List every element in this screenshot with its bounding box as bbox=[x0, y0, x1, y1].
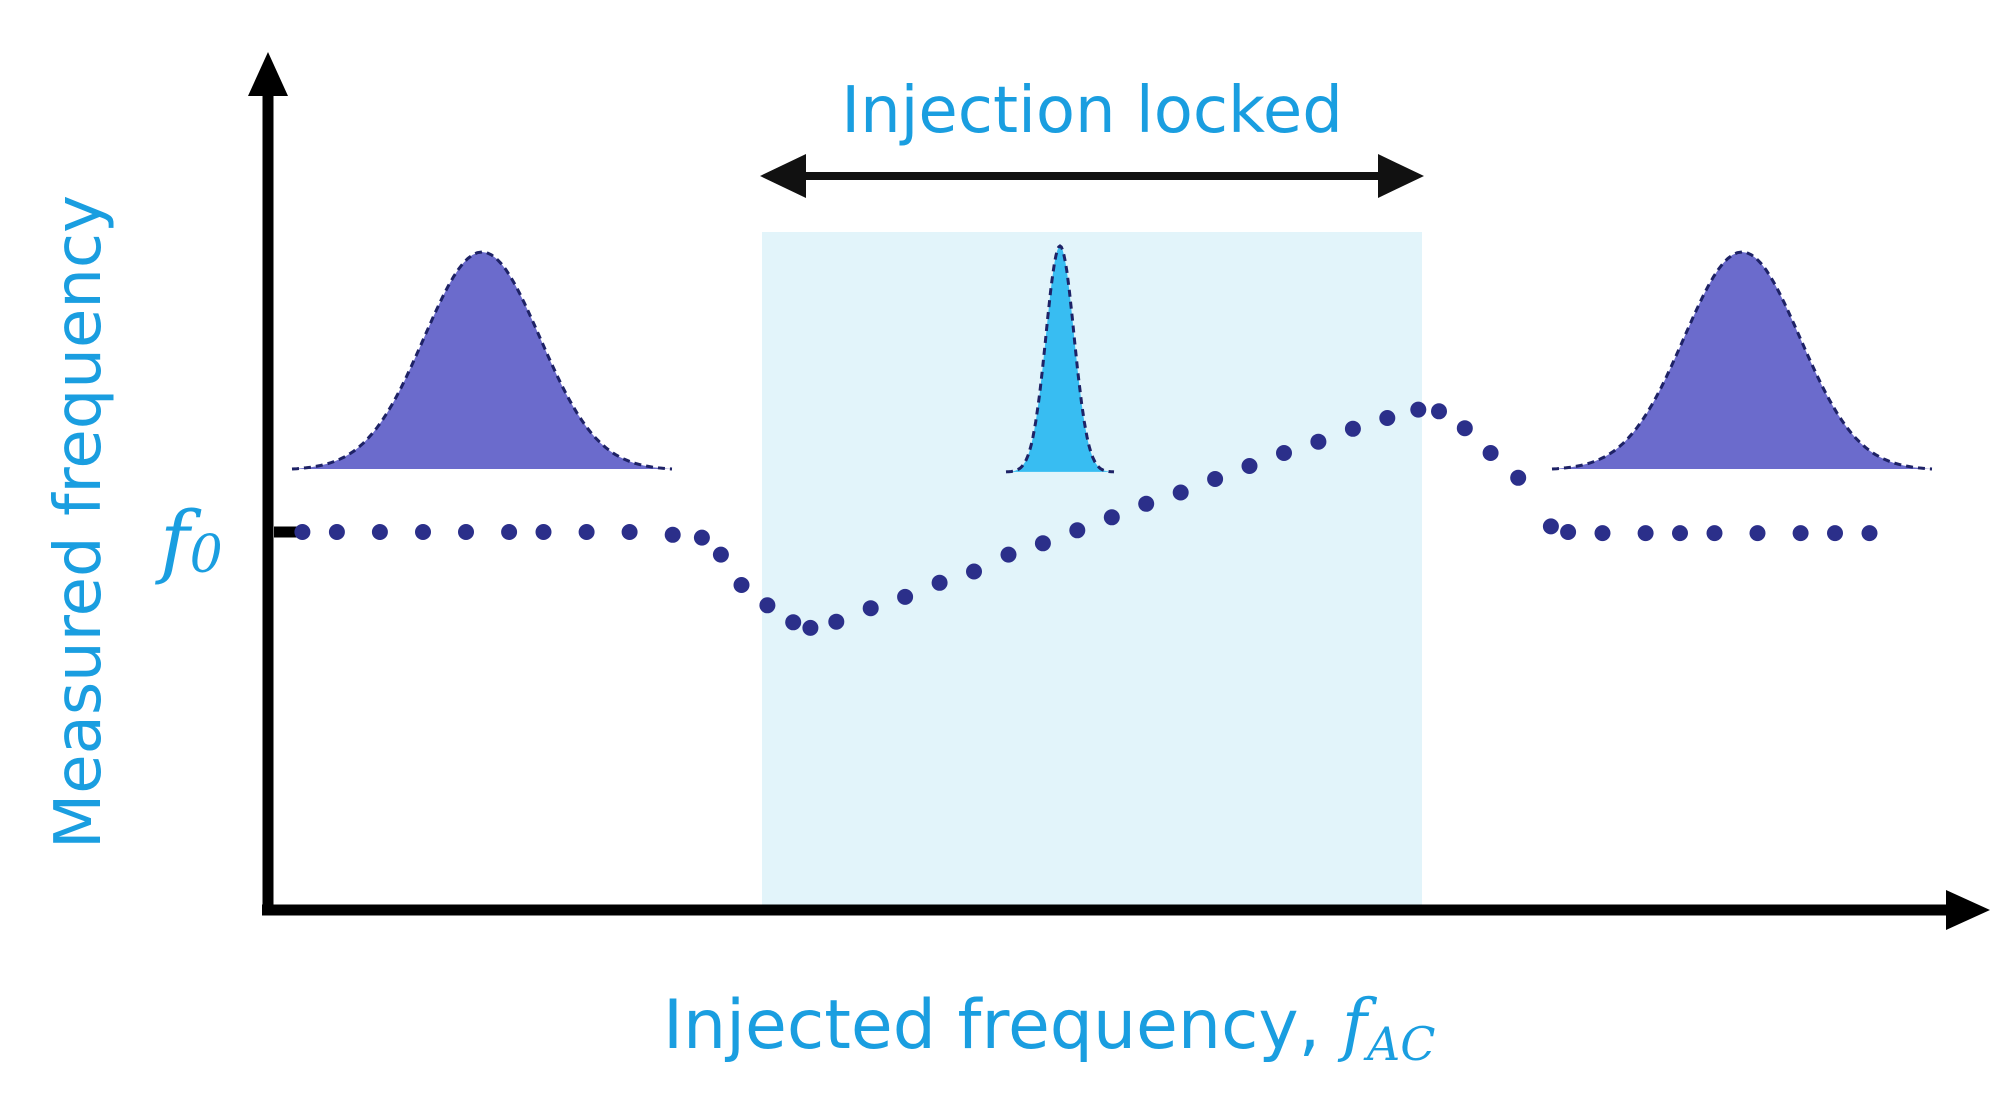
data-point bbox=[1241, 458, 1258, 474]
data-point bbox=[1138, 495, 1155, 512]
broad-peak-left bbox=[291, 250, 673, 471]
data-point bbox=[1510, 469, 1527, 486]
data-point bbox=[1276, 445, 1292, 461]
data-point bbox=[371, 524, 388, 540]
data-point bbox=[1103, 509, 1120, 526]
data-point bbox=[1827, 525, 1843, 542]
data-point bbox=[785, 614, 802, 631]
data-point bbox=[1000, 546, 1017, 563]
injection-locked-label: Injection locked bbox=[841, 74, 1343, 148]
data-point bbox=[1172, 484, 1189, 501]
data-point bbox=[1431, 403, 1447, 420]
data-point bbox=[415, 524, 431, 540]
data-point bbox=[1706, 525, 1723, 542]
data-point bbox=[1456, 420, 1473, 437]
data-point bbox=[328, 524, 345, 540]
data-point bbox=[294, 524, 311, 540]
data-point bbox=[1792, 525, 1809, 542]
data-point bbox=[458, 524, 474, 540]
data-point bbox=[733, 577, 750, 593]
measured-frequency-dots bbox=[294, 401, 1878, 636]
data-point bbox=[1749, 525, 1766, 542]
data-point bbox=[621, 524, 638, 540]
locked-range-arrow bbox=[760, 154, 1424, 198]
data-point bbox=[535, 524, 552, 540]
data-point bbox=[966, 563, 982, 580]
data-point bbox=[1482, 445, 1499, 461]
data-point bbox=[759, 597, 776, 614]
data-point bbox=[897, 588, 914, 605]
data-point bbox=[1560, 524, 1577, 540]
data-point bbox=[1410, 401, 1427, 418]
data-point bbox=[1344, 420, 1361, 437]
data-point bbox=[862, 600, 879, 617]
data-point bbox=[802, 619, 819, 636]
narrow-peak-locked bbox=[1005, 244, 1115, 474]
data-point bbox=[1542, 518, 1559, 535]
data-point bbox=[1379, 410, 1396, 426]
data-point bbox=[828, 613, 845, 630]
broad-peak-right bbox=[1551, 250, 1933, 471]
range-arrowhead-right bbox=[1378, 154, 1424, 198]
range-arrowhead-left bbox=[760, 154, 806, 198]
axes bbox=[248, 52, 1990, 930]
data-point bbox=[1672, 525, 1688, 542]
locked-region bbox=[762, 232, 1422, 910]
y-axis-arrowhead bbox=[248, 52, 288, 96]
data-point bbox=[712, 546, 729, 563]
data-point bbox=[1861, 525, 1878, 542]
data-point bbox=[1637, 525, 1654, 542]
data-point bbox=[1594, 525, 1611, 542]
data-point bbox=[1310, 433, 1327, 450]
f0-tick-label: f0 bbox=[155, 494, 223, 587]
data-point bbox=[693, 529, 710, 546]
data-point bbox=[1207, 471, 1224, 487]
data-point bbox=[501, 524, 518, 540]
data-point bbox=[931, 574, 948, 591]
data-point bbox=[578, 524, 595, 540]
data-point bbox=[664, 526, 681, 543]
y-axis-label: Measured frequency bbox=[42, 195, 116, 849]
x-axis-label: Injected frequency, fAC bbox=[663, 986, 1435, 1071]
data-point bbox=[1069, 522, 1086, 539]
x-axis-arrowhead bbox=[1946, 890, 1990, 930]
data-point bbox=[1034, 535, 1051, 552]
